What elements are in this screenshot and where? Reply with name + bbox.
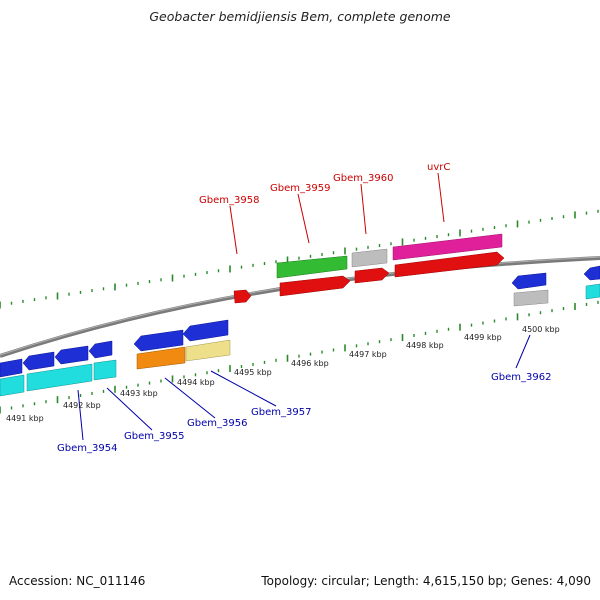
gene-label-gbem-3957[interactable]: Gbem_3957 [251, 407, 311, 418]
gene-arrow [136, 346, 186, 370]
leader-gbem-3962 [515, 334, 531, 369]
leader-gbem-3960 [360, 183, 367, 235]
scale-label: 4493 kbp [120, 389, 158, 398]
outer-tick-row [0, 209, 599, 309]
gene-arrow [93, 359, 117, 381]
gene-gbem-3954-feature[interactable] [0, 359, 117, 397]
scale-label: 4491 kbp [6, 414, 44, 423]
gene-arrow [392, 233, 503, 261]
gene-label-uvrc[interactable]: uvrC [427, 162, 450, 173]
gene-arrow [585, 283, 600, 300]
gene-arrow [133, 329, 184, 352]
leader-gbem-3959 [297, 193, 310, 244]
leader-gbem-3957 [210, 370, 277, 407]
genome-summary-text: Topology: circular; Length: 4,615,150 bp… [261, 574, 591, 588]
gene-label-gbem-3954[interactable]: Gbem_3954 [57, 443, 117, 454]
gene-gbem-3955-feature[interactable] [133, 329, 184, 352]
gene-arrow [351, 248, 388, 268]
gene-gbem-3957-feature[interactable] [185, 339, 231, 362]
gene-arrow [513, 289, 549, 307]
gene-arrow [185, 339, 231, 362]
scale-label: 4495 kbp [234, 368, 272, 377]
gene-gbem-3958-feature[interactable] [233, 289, 252, 304]
accession-text: Accession: NC_011146 [9, 574, 146, 588]
gene-gbem-3959-feature[interactable] [276, 255, 351, 297]
scale-label: 4492 kbp [63, 401, 101, 410]
scale-label: 4499 kbp [464, 333, 502, 342]
scale-label: 4497 kbp [349, 350, 387, 359]
gene-label-gbem-3960[interactable]: Gbem_3960 [333, 173, 393, 184]
gene-arrow [276, 255, 348, 279]
gene-arrow [394, 251, 505, 278]
gene-arrow [54, 345, 89, 365]
gene-arrow [511, 272, 547, 290]
leader-gbem-3954 [77, 389, 84, 441]
gene-label-gbem-3956[interactable]: Gbem_3956 [187, 418, 247, 429]
gene-label-gbem-3955[interactable]: Gbem_3955 [124, 431, 184, 442]
gene-gbem-3956-feature[interactable] [136, 319, 229, 370]
scale-label: 4500 kbp [522, 325, 560, 334]
leader-uvrc [437, 172, 445, 223]
inner-tick-row [0, 300, 599, 414]
gene-arrow [22, 351, 55, 371]
gene-label-gbem-3958[interactable]: Gbem_3958 [199, 195, 259, 206]
leader-gbem-3955 [106, 387, 153, 431]
gene-arrow [233, 289, 252, 304]
leader-gbem-3956 [164, 377, 216, 419]
gene-label-gbem-3959[interactable]: Gbem_3959 [270, 183, 330, 194]
gene-arrow [583, 265, 600, 281]
gene-arrow [0, 374, 25, 397]
gene-gbem-3960-feature[interactable] [351, 248, 390, 284]
gene-arrow [182, 319, 229, 342]
scale-label: 4498 kbp [406, 341, 444, 350]
gene-gbem-3961-feature[interactable] [511, 265, 600, 300]
genome-title: Geobacter bemidjiensis Bem, complete gen… [149, 9, 451, 24]
scale-label: 4496 kbp [291, 359, 329, 368]
gene-gbem-3962-feature[interactable] [513, 289, 549, 307]
gene-arrow [26, 363, 93, 392]
gene-arrow [88, 340, 113, 359]
leader-gbem-3958 [229, 205, 238, 255]
gene-arrow [279, 275, 351, 297]
gene-arrow [0, 358, 23, 378]
gene-arrow [354, 267, 390, 284]
scale-label: 4494 kbp [177, 378, 215, 387]
gene-label-gbem-3962[interactable]: Gbem_3962 [491, 372, 551, 383]
gene-gbem-3953-feature[interactable] [0, 340, 113, 378]
gene-uvrc-feature[interactable] [392, 233, 505, 278]
